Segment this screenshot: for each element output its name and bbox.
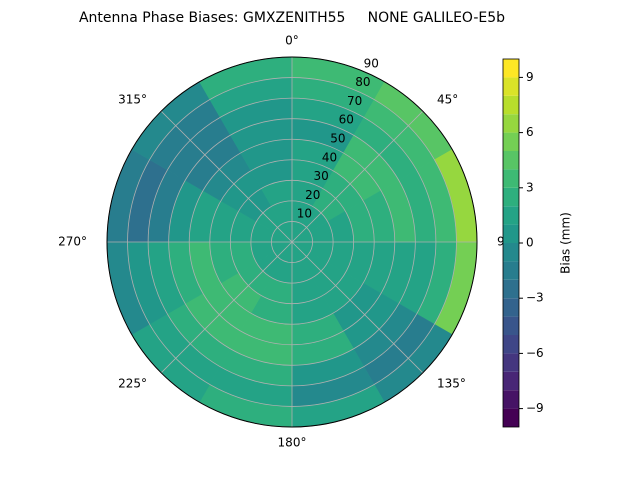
colorbar-band — [503, 335, 519, 354]
theta-tick-label: 45° — [437, 92, 458, 106]
colorbar-tick-label: 3 — [526, 180, 534, 194]
colorbar-tick-label: −6 — [526, 346, 544, 360]
r-tick-label: 70 — [347, 94, 362, 108]
theta-tick-label: 0° — [285, 34, 299, 48]
theta-tick-label: 180° — [278, 436, 307, 450]
theta-tick-label: 270° — [58, 235, 87, 249]
colorbar-band — [503, 95, 519, 115]
theta-tick-label: 225° — [118, 377, 147, 391]
colorbar-band — [503, 151, 519, 170]
colorbar-band — [503, 298, 519, 317]
colorbar-tick-label: 0 — [526, 236, 534, 250]
colorbar-band — [503, 408, 519, 427]
colorbar-band — [503, 187, 519, 207]
colorbar-band — [503, 279, 519, 299]
r-tick-label: 10 — [297, 207, 312, 221]
r-tick-label: 60 — [339, 113, 354, 127]
colorbar-band — [503, 316, 519, 335]
colorbar-band — [503, 261, 519, 280]
colorbar-tick-label: 6 — [526, 125, 534, 139]
r-tick-label: 20 — [305, 188, 320, 202]
colorbar-band — [503, 206, 519, 225]
colorbar-band — [503, 390, 519, 409]
grid-spoke — [291, 110, 424, 243]
colorbar-tick-label: −3 — [526, 291, 544, 305]
r-tick-label: 80 — [355, 75, 370, 89]
grid-spoke — [160, 110, 293, 243]
colorbar-label: Bias (mm) — [559, 212, 573, 274]
colorbar-band — [503, 243, 519, 262]
plot-border — [106, 56, 478, 428]
colorbar-band — [503, 132, 519, 151]
colorbar-tick-label: 9 — [526, 70, 534, 84]
colorbar-band — [503, 169, 519, 188]
colorbar-band — [503, 77, 519, 96]
r-tick-label: 90 — [364, 56, 379, 70]
colorbar-band — [503, 224, 519, 243]
theta-tick-label: 135° — [437, 377, 466, 391]
r-tick-label: 30 — [314, 169, 329, 183]
grid-spoke — [160, 241, 293, 374]
r-tick-label: 40 — [322, 150, 337, 164]
chart-title: Antenna Phase Biases: GMXZENITH55 NONE G… — [79, 10, 505, 26]
r-tick-label: 50 — [330, 131, 345, 145]
colorbar-band — [503, 114, 519, 133]
colorbar-band — [503, 371, 519, 391]
colorbar-band — [503, 353, 519, 372]
grid-spoke — [291, 241, 424, 374]
colorbar-tick-label: −9 — [526, 401, 544, 415]
theta-tick-label: 315° — [118, 92, 147, 106]
colorbar-band — [503, 59, 519, 78]
